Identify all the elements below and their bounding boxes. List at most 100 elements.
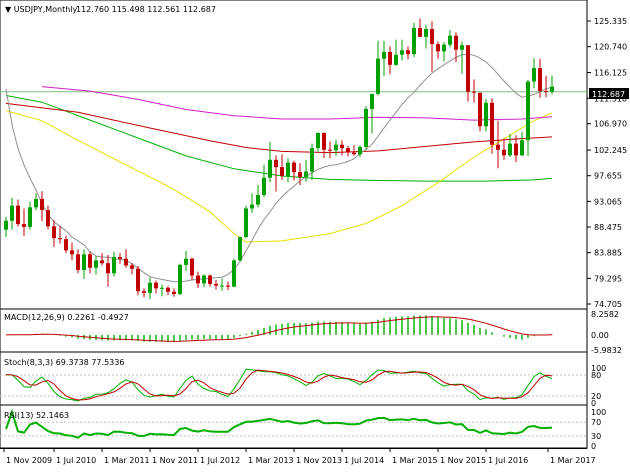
candle-body: [280, 167, 284, 177]
symbol-label: ▼ USDJPY,Monthly: [5, 5, 78, 14]
candle: [484, 98, 488, 132]
candle-body: [82, 254, 86, 270]
stoch-signal-line: [5, 369, 553, 401]
candle-body: [184, 258, 188, 265]
candle: [244, 205, 248, 239]
macd-tick-label: -5.9832: [591, 346, 622, 355]
candle-body: [142, 291, 146, 293]
candle-body: [418, 27, 422, 37]
candle: [70, 242, 74, 261]
candle: [148, 277, 152, 299]
candle-body: [136, 268, 140, 292]
price-tick-label: 120.740: [594, 43, 627, 52]
rsi-tick-label: 70: [591, 418, 601, 427]
candle: [154, 280, 158, 294]
candle-body: [520, 140, 524, 156]
candle: [538, 58, 542, 98]
ohlc-label: 112.760 115.498 112.561 112.687: [76, 5, 216, 14]
price-tick-label: 74.705: [594, 300, 622, 309]
time-tick-label: 1 Mar 2017: [550, 456, 596, 465]
candle-body: [106, 263, 110, 274]
candle: [250, 193, 254, 213]
candle-body: [166, 287, 170, 292]
time-tick-label: 1 Jul 2014: [344, 456, 384, 465]
time-tick-label: 1 Jul 2010: [56, 456, 96, 465]
candle-body: [334, 144, 338, 151]
candle-body: [160, 287, 164, 289]
candle: [118, 253, 122, 264]
candle-body: [388, 51, 392, 65]
candle-body: [76, 254, 80, 270]
candle: [376, 40, 380, 96]
candle: [424, 25, 428, 49]
candle-body: [550, 86, 554, 92]
candle: [340, 140, 344, 156]
candle-body: [304, 171, 308, 178]
candle: [16, 199, 20, 227]
candle-body: [274, 159, 278, 168]
candle-body: [478, 92, 482, 127]
candle-body: [538, 68, 542, 92]
stoch-tick-label: 100: [591, 364, 606, 373]
candle-body: [202, 275, 206, 284]
time-tick-label: 1 Mar 2011: [104, 456, 150, 465]
candle-body: [436, 44, 440, 52]
candle: [508, 134, 512, 158]
price-panel-frame: [0, 0, 588, 310]
candle: [196, 271, 200, 288]
candle-body: [310, 148, 314, 172]
candle-body: [100, 260, 104, 264]
candle-body: [118, 257, 122, 259]
candle: [550, 75, 554, 95]
candle: [370, 93, 374, 134]
time-tick-label: 1 Jul 2012: [200, 456, 240, 465]
candle-body: [544, 91, 548, 93]
candle: [58, 225, 62, 244]
ma-yellow-line: [5, 110, 553, 243]
candle: [280, 154, 284, 180]
candle-body: [4, 220, 8, 230]
candle: [310, 143, 314, 180]
stoch-panel: [0, 368, 587, 402]
candle-body: [172, 291, 176, 294]
candle-body: [94, 260, 98, 268]
rsi-label: RSI(13) 52.1463: [4, 411, 69, 420]
candle-body: [268, 159, 272, 178]
candle-body: [196, 275, 200, 284]
candle: [76, 249, 80, 274]
candle: [22, 208, 26, 236]
candle: [322, 132, 326, 159]
candle: [286, 158, 290, 183]
macd-tick-label: 8.2582: [591, 310, 619, 319]
candle: [352, 145, 356, 156]
candle-body: [262, 177, 266, 196]
candle: [502, 138, 506, 160]
candle: [364, 106, 368, 150]
candle-body: [448, 35, 452, 45]
candle-body: [532, 68, 536, 82]
price-tick-label: 102.245: [594, 146, 627, 155]
candle-body: [376, 58, 380, 94]
candle: [454, 32, 458, 62]
stoch-tick-label: 20: [591, 392, 601, 401]
candle-body: [442, 44, 446, 52]
rsi-tick-label: 100: [591, 408, 606, 417]
price-tick-label: 97.655: [594, 172, 622, 181]
candle: [106, 254, 110, 287]
candle: [412, 22, 416, 57]
price-tick-label: 116.125: [594, 68, 627, 77]
candle-body: [28, 207, 32, 227]
candle: [304, 159, 308, 182]
candle: [520, 131, 524, 156]
price-tick-label: 88.475: [594, 223, 622, 232]
candle-body: [382, 51, 386, 59]
price-tick-label: 106.970: [594, 120, 627, 129]
candle: [214, 279, 218, 290]
candle: [406, 46, 410, 60]
time-tick-label: 1 Nov 2011: [152, 456, 198, 465]
candle: [478, 92, 482, 132]
candle-body: [52, 226, 56, 239]
candle: [64, 235, 68, 254]
candle-body: [40, 198, 44, 211]
